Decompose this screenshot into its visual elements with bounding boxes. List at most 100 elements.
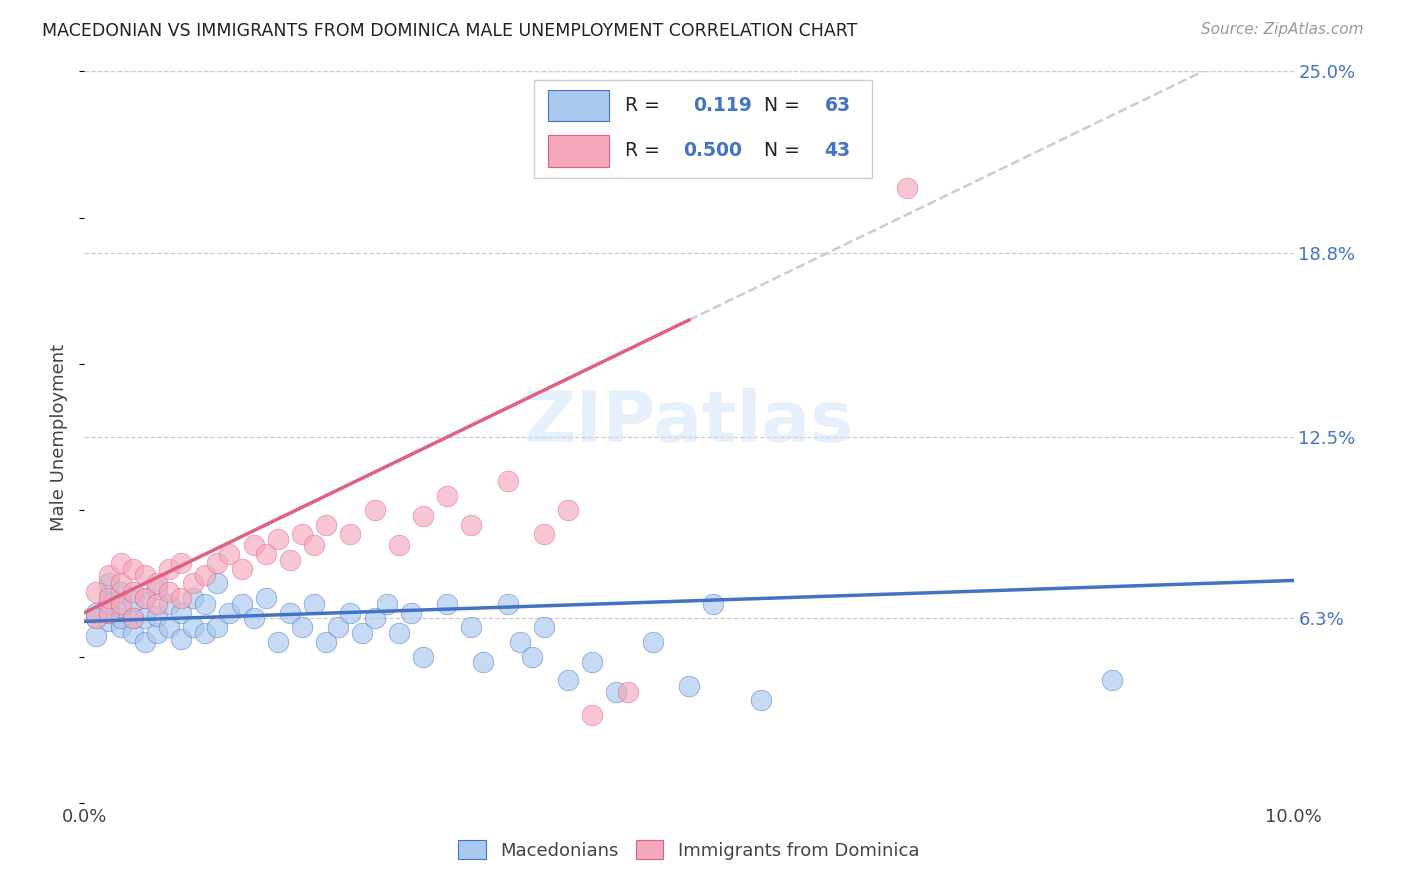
Point — [291, 620, 314, 634]
Point — [97, 606, 120, 620]
Point — [121, 611, 143, 625]
FancyBboxPatch shape — [548, 90, 609, 121]
Point — [436, 489, 458, 503]
Point — [363, 503, 385, 517]
Point — [134, 611, 156, 625]
Point — [110, 611, 132, 625]
Point — [157, 620, 180, 634]
Text: 63: 63 — [824, 95, 851, 115]
Point — [181, 620, 204, 634]
Point — [97, 591, 120, 605]
Point — [134, 591, 156, 605]
Point — [170, 556, 193, 570]
Point — [97, 606, 120, 620]
Point — [436, 597, 458, 611]
Text: ZIPatlas: ZIPatlas — [524, 388, 853, 457]
Point — [302, 538, 325, 552]
Text: R =: R = — [626, 142, 666, 161]
Text: MACEDONIAN VS IMMIGRANTS FROM DOMINICA MALE UNEMPLOYMENT CORRELATION CHART: MACEDONIAN VS IMMIGRANTS FROM DOMINICA M… — [42, 22, 858, 40]
Point — [146, 626, 169, 640]
Point — [121, 585, 143, 599]
Point — [146, 582, 169, 597]
Point — [412, 649, 434, 664]
Point — [121, 611, 143, 625]
Point — [146, 608, 169, 623]
Point — [134, 635, 156, 649]
Legend: Macedonians, Immigrants from Dominica: Macedonians, Immigrants from Dominica — [451, 833, 927, 867]
Point — [581, 708, 603, 723]
Text: R =: R = — [626, 95, 666, 115]
Point — [181, 576, 204, 591]
Point — [170, 591, 193, 605]
Point — [207, 556, 229, 570]
Point — [315, 635, 337, 649]
Point — [278, 553, 301, 567]
Point — [363, 611, 385, 625]
Point — [254, 547, 277, 561]
Point — [291, 526, 314, 541]
Point — [460, 620, 482, 634]
Point — [375, 597, 398, 611]
Point — [702, 597, 724, 611]
Point — [617, 684, 640, 698]
Point — [97, 567, 120, 582]
Point — [678, 679, 700, 693]
Point — [533, 526, 555, 541]
Point — [181, 591, 204, 605]
Point — [86, 606, 108, 620]
Point — [520, 649, 543, 664]
Point — [110, 576, 132, 591]
Point — [121, 594, 143, 608]
Point — [110, 585, 132, 599]
Point — [399, 606, 422, 620]
Point — [157, 597, 180, 611]
Text: N =: N = — [763, 95, 806, 115]
Point — [86, 611, 108, 625]
Point — [315, 517, 337, 532]
Point — [641, 635, 664, 649]
Point — [207, 576, 229, 591]
Point — [302, 597, 325, 611]
Point — [231, 597, 253, 611]
Point — [557, 503, 579, 517]
Y-axis label: Male Unemployment: Male Unemployment — [51, 343, 69, 531]
Point — [557, 673, 579, 687]
Point — [388, 538, 411, 552]
Point — [605, 684, 627, 698]
Point — [86, 611, 108, 625]
Point — [194, 597, 217, 611]
Point — [97, 597, 120, 611]
Point — [496, 597, 519, 611]
Point — [207, 620, 229, 634]
Point — [1101, 673, 1123, 687]
Point — [134, 591, 156, 605]
Point — [242, 538, 264, 552]
Point — [110, 620, 132, 634]
FancyBboxPatch shape — [534, 80, 872, 178]
Point — [896, 181, 918, 195]
Point — [278, 606, 301, 620]
Point — [218, 606, 240, 620]
Point — [170, 632, 193, 646]
Point — [218, 547, 240, 561]
Point — [86, 585, 108, 599]
Text: 0.119: 0.119 — [693, 95, 752, 115]
Point — [121, 626, 143, 640]
Point — [751, 693, 773, 707]
FancyBboxPatch shape — [548, 136, 609, 167]
Text: N =: N = — [763, 142, 806, 161]
Point — [110, 556, 132, 570]
Point — [352, 626, 374, 640]
Point — [157, 585, 180, 599]
Point — [581, 656, 603, 670]
Point — [121, 562, 143, 576]
Point — [194, 626, 217, 640]
Point — [146, 597, 169, 611]
Point — [110, 599, 132, 614]
Point — [460, 517, 482, 532]
Point — [170, 606, 193, 620]
Point — [110, 597, 132, 611]
Point — [194, 567, 217, 582]
Point — [97, 588, 120, 602]
Point — [254, 591, 277, 605]
